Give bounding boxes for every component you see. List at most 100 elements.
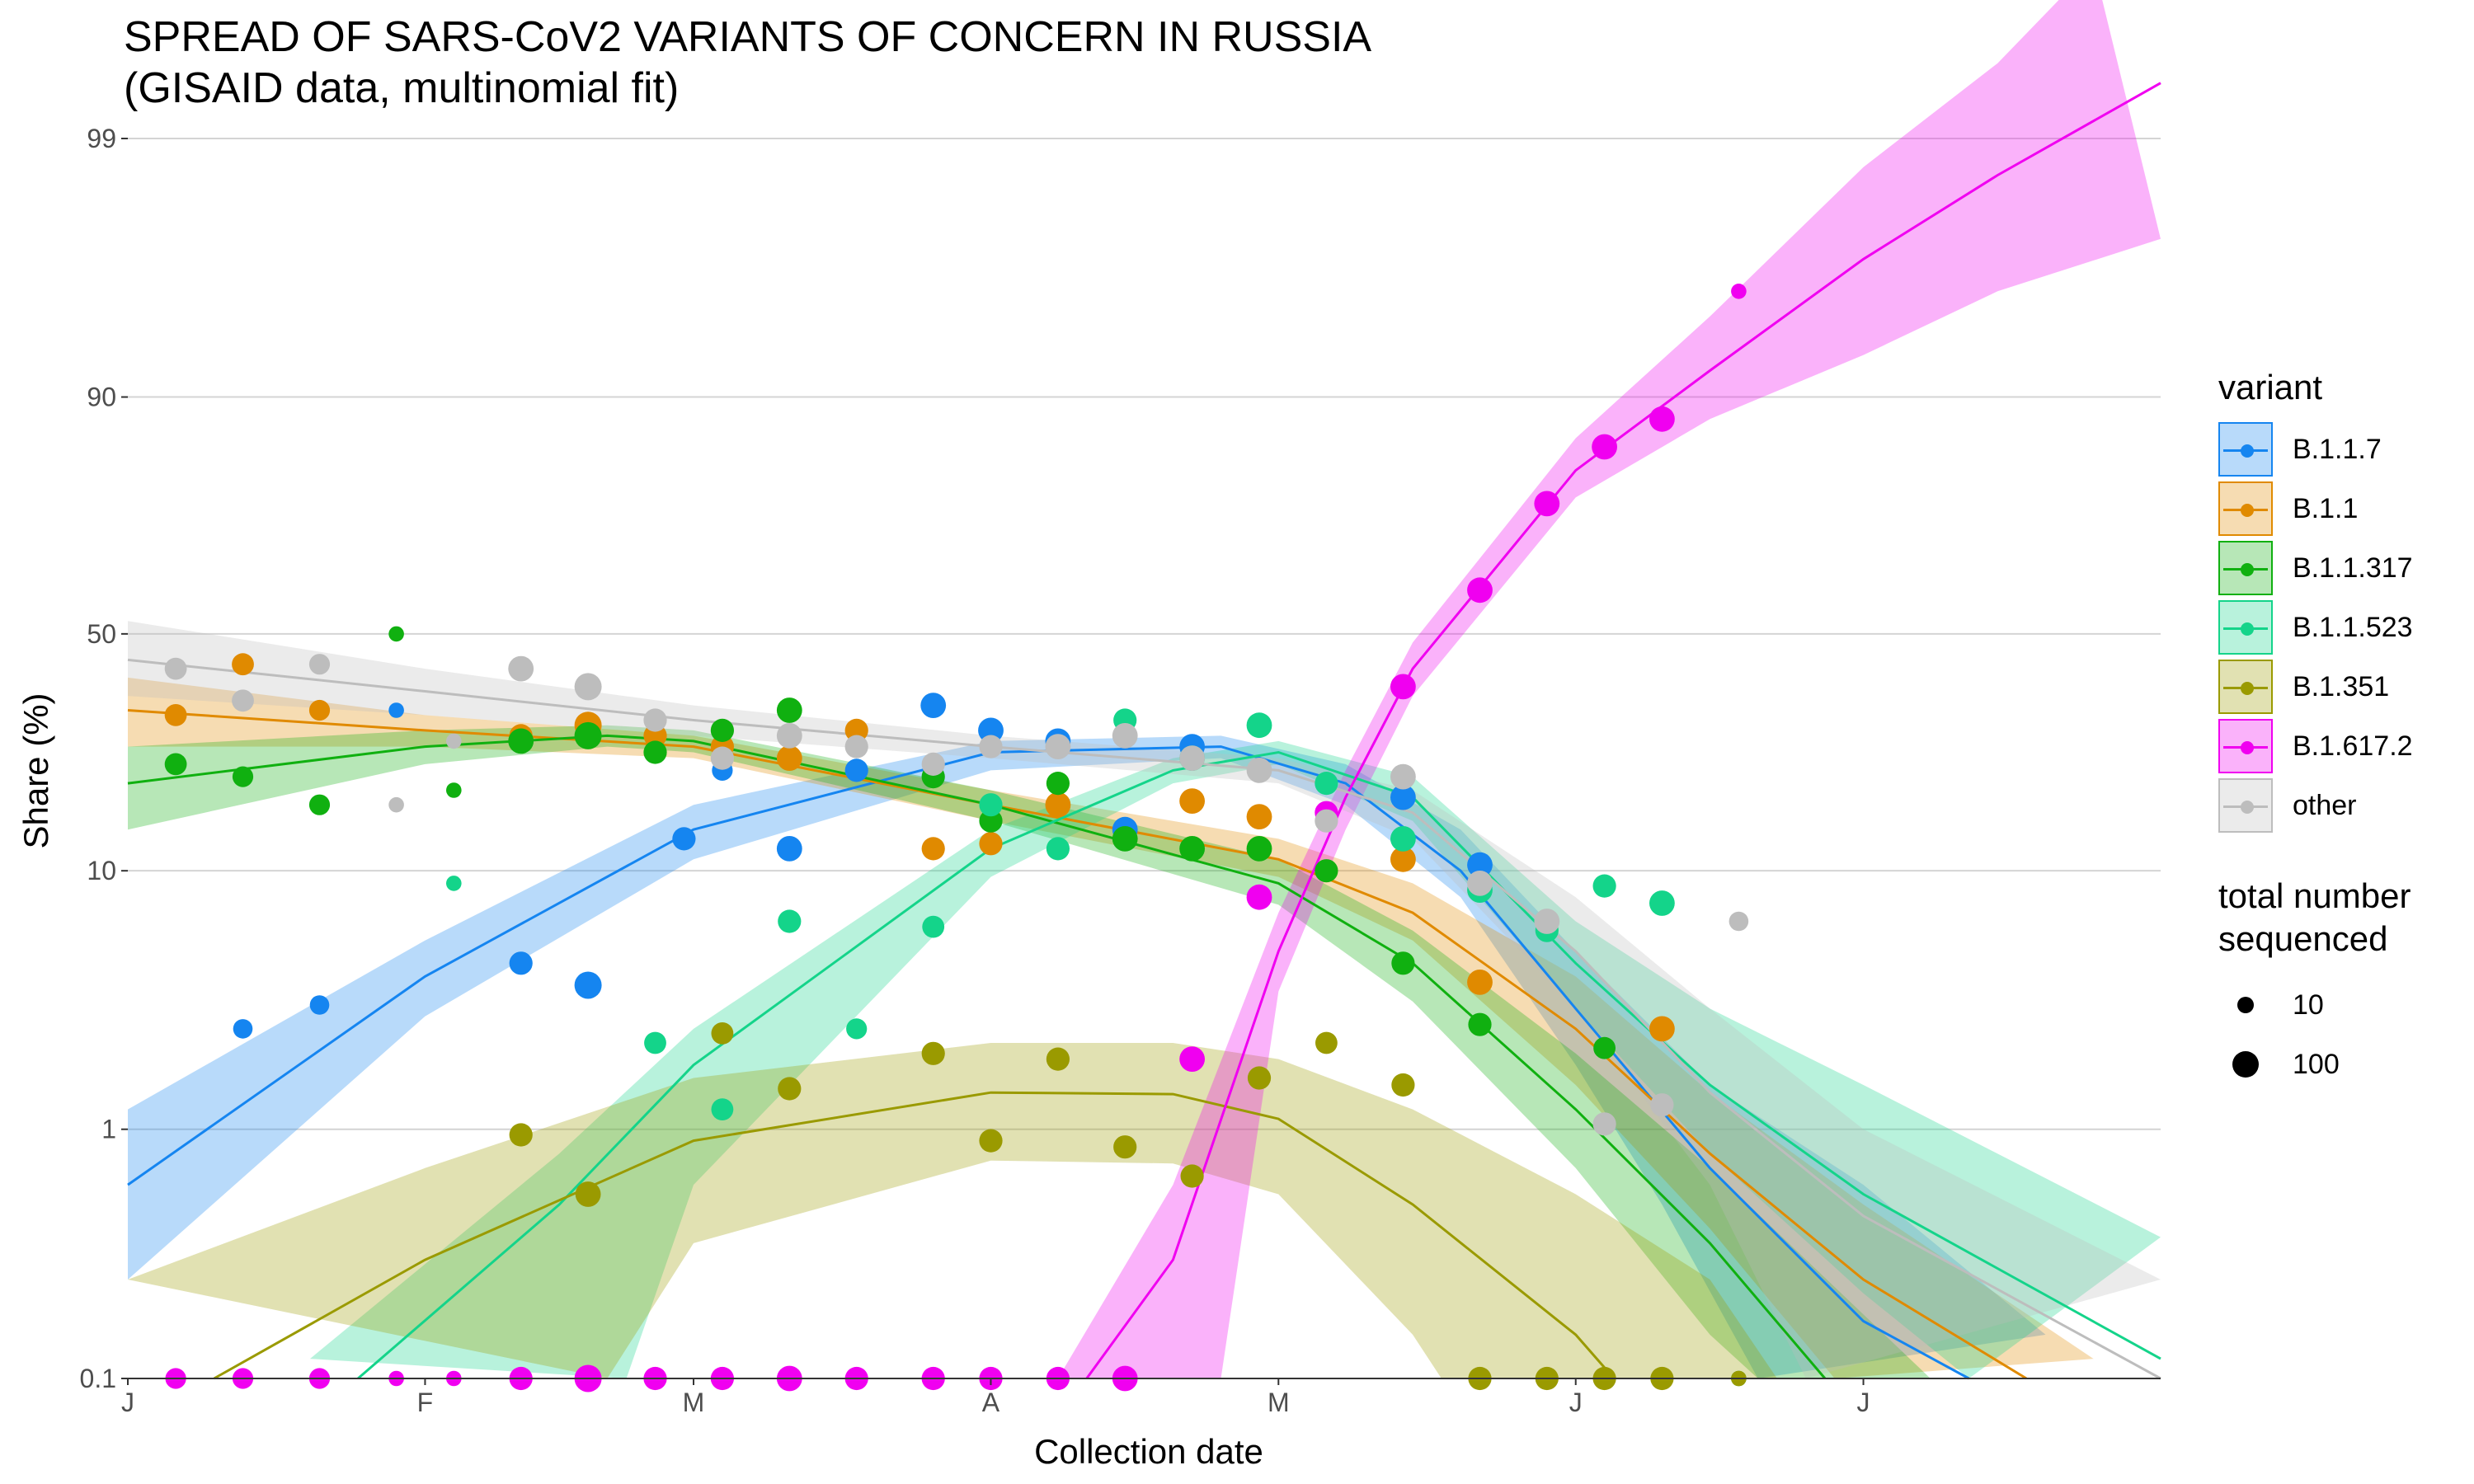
data-point (710, 746, 735, 770)
data-point (1534, 491, 1560, 517)
data-point (776, 745, 802, 771)
ci-ribbon (128, 621, 2161, 1378)
data-point (1315, 809, 1338, 833)
legend-key (2218, 600, 2273, 655)
data-point (1649, 890, 1675, 916)
data-point (711, 1022, 734, 1045)
legend-label: B.1.1 (2293, 492, 2359, 524)
legend-key (2218, 541, 2273, 595)
legend-key-dot (2241, 622, 2254, 636)
legend-key-dot (2241, 504, 2254, 517)
y-axis-title: Share (%) (16, 693, 55, 848)
data-point (979, 1129, 1003, 1153)
data-point (776, 723, 802, 749)
legend-key-dot (2241, 682, 2254, 695)
y-tick-label: 10 (87, 856, 116, 885)
data-point (1731, 284, 1747, 299)
data-point (1246, 804, 1272, 829)
size-legend-item-100: 100 (2218, 1035, 2466, 1094)
legend-key (2218, 719, 2273, 773)
ci-ribbons (128, 0, 2161, 1378)
data-point (643, 740, 667, 764)
data-point (1113, 1135, 1137, 1159)
legend-label: B.1.1.7 (2293, 433, 2382, 465)
data-point (388, 796, 404, 813)
data-point (1045, 791, 1071, 818)
data-point (1390, 784, 1416, 810)
data-point (1467, 970, 1493, 995)
data-point (1246, 884, 1272, 910)
data-point (574, 721, 602, 749)
data-point (844, 758, 868, 782)
data-point (574, 971, 602, 999)
data-point (920, 693, 947, 718)
x-tick-label: M (683, 1388, 705, 1417)
data-point (921, 837, 945, 861)
data-point (710, 718, 735, 743)
data-point (1649, 1016, 1675, 1042)
data-point (1391, 1073, 1415, 1097)
data-point (1592, 434, 1617, 460)
x-axis-title: Collection date (1034, 1432, 1263, 1471)
data-point (672, 827, 696, 851)
data-point (1315, 1031, 1338, 1054)
data-point (232, 689, 254, 712)
legend-item: B.1.617.2 (2218, 716, 2466, 776)
chart-title-block: SPREAD OF SARS-CoV2 VARIANTS OF CONCERN … (124, 12, 1371, 114)
legend-key-dot (2241, 563, 2254, 576)
ci-ribbon (309, 740, 2161, 1378)
legend-item: B.1.1 (2218, 479, 2466, 538)
legend-key-dot (2241, 444, 2254, 458)
data-point (1180, 1164, 1204, 1188)
data-point (232, 766, 254, 787)
data-point (643, 708, 667, 732)
data-point (1592, 874, 1616, 898)
data-point (1592, 1112, 1616, 1136)
legend-item: B.1.1.317 (2218, 538, 2466, 598)
data-point (979, 793, 1003, 817)
data-point (1534, 909, 1560, 934)
legend-label: other (2293, 789, 2357, 821)
legend-key (2218, 778, 2273, 833)
data-point (1046, 1047, 1070, 1071)
x-tick-label: M (1268, 1388, 1290, 1417)
y-tick-label: 99 (87, 124, 116, 153)
data-point (574, 673, 602, 701)
legend-item: B.1.351 (2218, 657, 2466, 716)
size-legend-title-line2: sequenced (2218, 919, 2388, 958)
legend-label: B.1.1.317 (2293, 552, 2413, 584)
axes: 0.1 1 10 50 90 99 J F M A M J J (80, 124, 2161, 1417)
ci-ribbon (128, 735, 2046, 1378)
data-point (1179, 1046, 1205, 1072)
legend-label: B.1.351 (2293, 670, 2390, 702)
data-point (1246, 758, 1272, 783)
data-point (575, 1181, 601, 1207)
data-point (1179, 788, 1205, 814)
legend-key (2218, 422, 2273, 477)
y-tick-label: 90 (87, 383, 116, 412)
x-tick-label: F (417, 1388, 434, 1417)
data-point (1467, 871, 1493, 896)
data-point (1468, 1012, 1492, 1036)
data-point (922, 915, 945, 938)
data-point (1179, 836, 1205, 862)
legend-item: other (2218, 776, 2466, 835)
y-tick-label: 0.1 (80, 1364, 116, 1393)
data-point (844, 718, 868, 743)
data-point (1246, 836, 1272, 862)
data-point (921, 752, 945, 777)
legend-label: B.1.1.523 (2293, 611, 2413, 643)
data-point (1112, 723, 1138, 749)
fit-line (127, 745, 1970, 1380)
x-tick-label: J (121, 1388, 134, 1417)
data-point (1112, 826, 1138, 852)
data-point (509, 951, 533, 975)
data-point (1390, 763, 1416, 790)
fit-line (1085, 82, 2161, 1379)
data-point (446, 876, 462, 891)
data-point (978, 717, 1004, 744)
legend-key (2218, 481, 2273, 536)
data-point (1467, 852, 1493, 878)
data-point (1246, 712, 1272, 739)
data-point (233, 1019, 253, 1039)
